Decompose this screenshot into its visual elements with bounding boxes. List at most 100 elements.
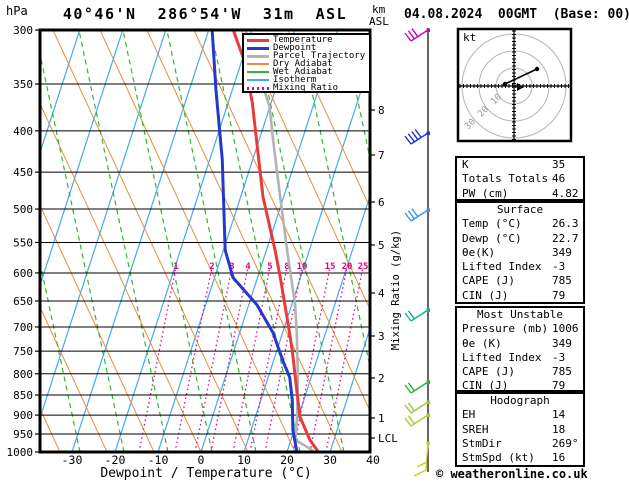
dewpoint-curve <box>210 31 299 451</box>
table-row: StmSpd (kt) 16 <box>457 451 583 465</box>
km-tick-label: 7 <box>378 149 385 162</box>
pressure-tick-label: 300 <box>13 24 33 37</box>
dry-adiabat-line <box>99 31 296 451</box>
wind-barb <box>404 208 430 222</box>
station-title: 40°46'N 286°54'W 31m ASL <box>62 5 348 23</box>
copyright-label: © weatheronline.co.uk <box>436 467 588 481</box>
wet-adiabat-line <box>122 31 213 451</box>
hodograph-ring-label: 10 <box>489 92 504 107</box>
table-row: Temp (°C) 26.3 <box>457 217 583 231</box>
isotherm-line <box>200 31 339 451</box>
table-indices: K 35 Totals Totals 46 PW (cm) 4.82 <box>455 156 585 201</box>
temp-tick-label: -20 <box>105 453 126 467</box>
legend-swatch <box>247 38 269 42</box>
table-hodograph: Hodograph EH 14 SREH 18 StmDir 269° StmSpd (kt)… <box>455 392 585 467</box>
wind-barb <box>404 308 430 322</box>
isotherm-line <box>41 31 81 152</box>
hodograph-dot <box>502 81 508 87</box>
wet-adiabat-line <box>254 31 345 451</box>
row-label: Temp (°C) <box>462 217 522 231</box>
legend-label: Dry Adiabat <box>273 59 333 69</box>
wind-barb <box>404 28 430 42</box>
isotherm-line <box>286 196 369 451</box>
table-row: K 35 <box>457 158 583 172</box>
legend-item-mixing-ratio: Mixing Ratio <box>246 84 369 93</box>
table-surface: Surface Temp (°C) 26.3 Dewp (°C) 22.7 θe(K) 34… <box>455 201 585 304</box>
dry-adiabat-line <box>41 206 155 451</box>
row-label: θe(K) <box>462 245 496 259</box>
table-header: Surface <box>496 203 544 216</box>
km-tick-label: LCL <box>378 432 398 445</box>
parcel-trajectory-curve <box>244 31 315 451</box>
table-row: CIN (J) 79 <box>457 289 583 303</box>
pressure-tick-label: 750 <box>13 345 33 358</box>
row-label: CAPE (J) <box>462 274 515 288</box>
isotherm-line <box>41 31 167 417</box>
row-label: Pressure (mb) <box>462 322 549 336</box>
mixing-ratio-label: 8 <box>284 262 289 272</box>
table-row: Pressure (mb) 1006 <box>457 322 583 336</box>
mixing-ratio-line <box>309 266 348 451</box>
row-label: StmDir <box>462 436 502 450</box>
dry-adiabat-line <box>41 308 108 451</box>
legend-item-dewpoint: Dewpoint <box>246 44 369 53</box>
table-row: Lifted Index -3 <box>457 351 583 365</box>
mixing-ratio-axis-label: Mixing Ratio (g/kg) <box>390 230 402 350</box>
pressure-tick-label: 850 <box>13 389 33 402</box>
pressure-tick-label: 900 <box>13 409 33 422</box>
row-value: -3 <box>552 350 566 364</box>
pressure-tick-label: 700 <box>13 321 33 334</box>
table-header: Most Unstable <box>476 308 564 321</box>
km-tick-label: 8 <box>378 104 385 117</box>
row-value: 22.7 <box>552 231 579 245</box>
row-value: 349 <box>552 245 572 259</box>
legend-label: Isotherm <box>273 75 317 85</box>
temp-tick-label: 30 <box>323 453 337 467</box>
legend-label: Wet Adiabat <box>273 67 333 77</box>
pressure-tick-label: 350 <box>13 78 33 91</box>
km-tick-label: 5 <box>378 239 385 252</box>
row-value: 4.82 <box>552 186 579 200</box>
legend-swatch <box>247 79 269 81</box>
table-row: SREH 18 <box>457 423 583 437</box>
row-value: 26.3 <box>552 217 579 231</box>
legend-item-wet-adiabat: Wet Adiabat <box>246 67 369 77</box>
row-value: 785 <box>552 365 572 379</box>
mixing-ratio-label: 4 <box>245 262 251 272</box>
pressure-tick-label: 600 <box>13 267 33 280</box>
isotherm-line <box>114 31 253 451</box>
isotherm-line <box>71 31 210 451</box>
wind-barb <box>413 441 430 477</box>
row-value: 16 <box>552 451 566 465</box>
pressure-tick-label: 650 <box>13 295 33 308</box>
table-most_unstable: Most Unstable Pressure (mb) 1006 θe (K) 349 L… <box>455 306 585 392</box>
row-value: 1006 <box>552 322 579 336</box>
km-tick-label: 6 <box>378 196 385 209</box>
temp-tick-label: -30 <box>62 453 83 467</box>
row-label: Lifted Index <box>462 260 542 274</box>
dry-adiabat-line <box>52 31 249 451</box>
table-header: Hodograph <box>490 394 550 407</box>
row-label: EH <box>462 408 476 422</box>
row-value: 46 <box>552 172 566 186</box>
pressure-tick-label: 400 <box>13 125 33 138</box>
isotherm-line <box>329 329 369 451</box>
row-label: PW (cm) <box>462 186 509 200</box>
wind-barb <box>404 400 430 414</box>
legend-label: Parcel Trajectory <box>273 51 366 61</box>
legend-swatch <box>247 71 269 73</box>
datetime-label: 04.08.2024 00GMT (Base: 00) <box>404 7 629 22</box>
legend: Temperature Dewpoint Parcel Trajectory Dry … <box>242 33 371 93</box>
wet-adiabat-line <box>166 31 257 451</box>
mixing-ratio-label: 10 <box>297 262 308 272</box>
legend-swatch <box>247 86 269 90</box>
mixing-ratio-label: 5 <box>267 262 272 272</box>
table-row: CAPE (J) 785 <box>457 274 583 288</box>
legend-label: Temperature <box>273 35 333 45</box>
plot-background <box>41 31 369 451</box>
row-label: StmSpd (kt) <box>462 451 535 465</box>
row-value: 79 <box>552 379 566 393</box>
row-value: 349 <box>552 336 572 350</box>
